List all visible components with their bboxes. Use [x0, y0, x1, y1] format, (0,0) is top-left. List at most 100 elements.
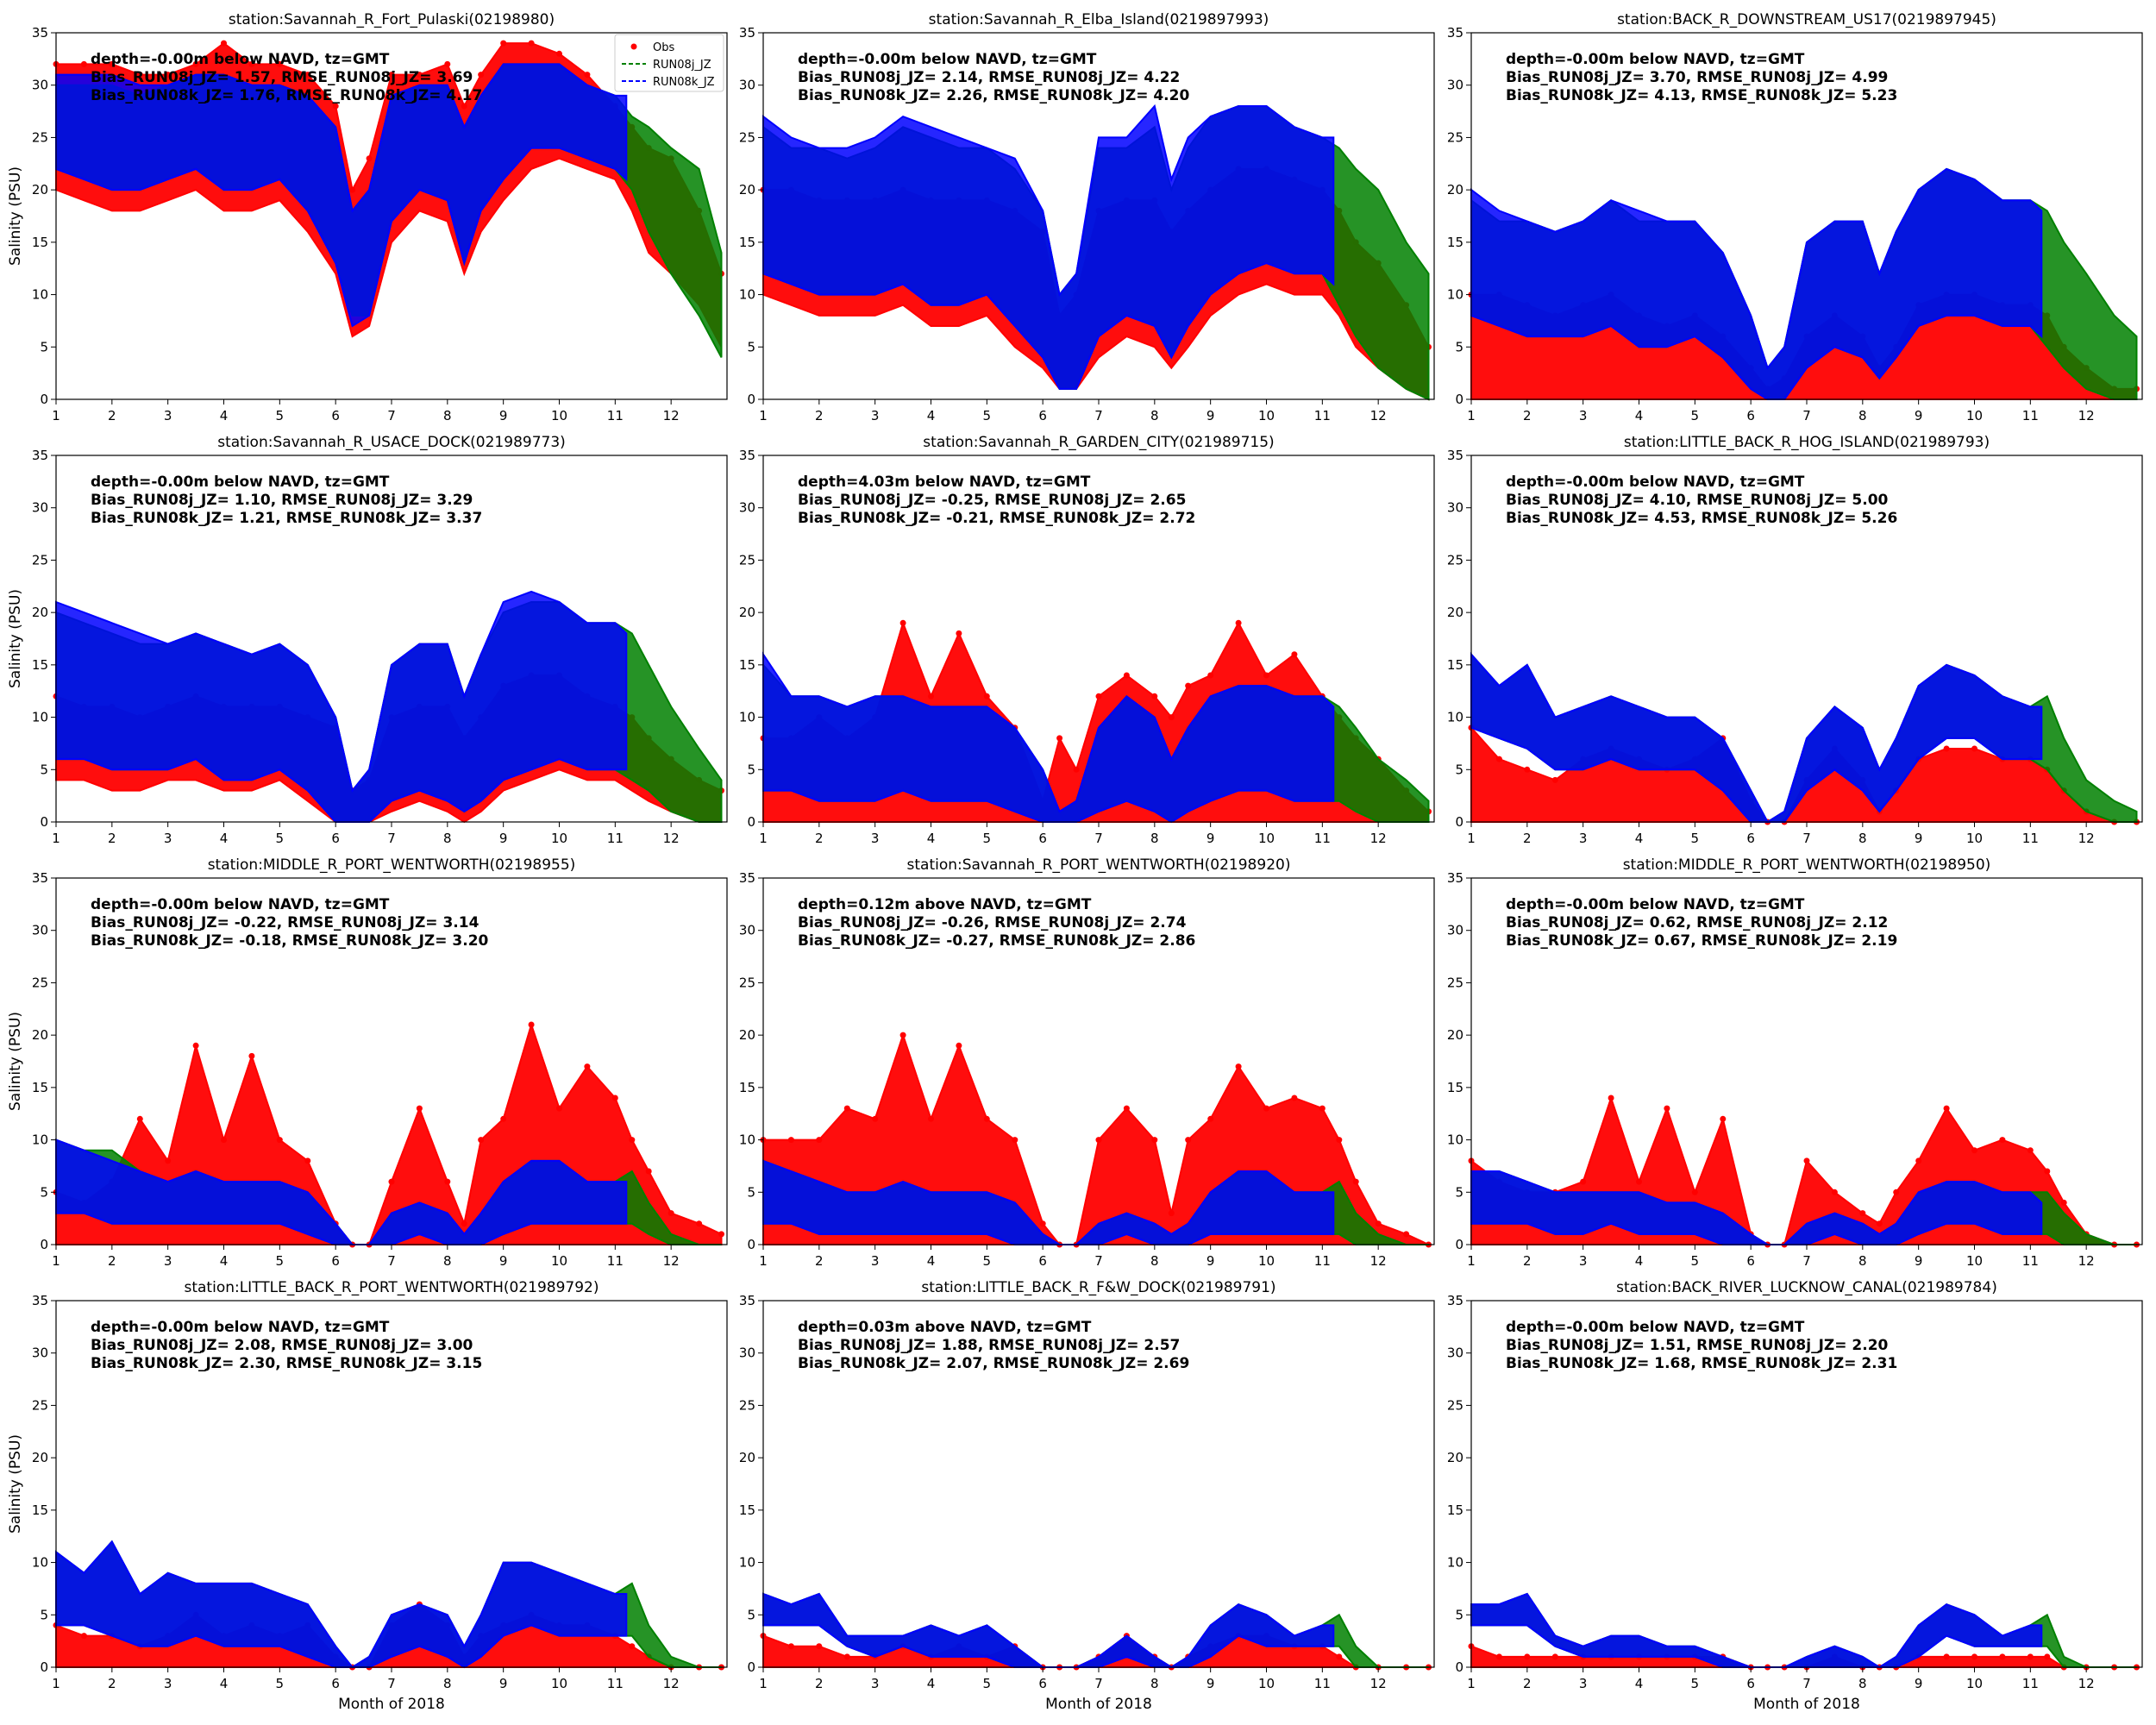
y-tick-label: 0	[40, 392, 48, 407]
obs-point	[1664, 1105, 1670, 1112]
obs-point	[1319, 1105, 1326, 1112]
subplot-6: station:LITTLE_BACK_R_HOG_ISLAND(0219897…	[1447, 434, 2143, 846]
obs-point	[1971, 1147, 1977, 1154]
x-tick-label: 8	[1150, 408, 1159, 423]
y-tick-label: 0	[747, 814, 755, 830]
y-tick-label: 30	[1447, 923, 1463, 938]
y-tick-label: 5	[1455, 339, 1463, 354]
stats-annotation-line: Bias_RUN08k_JZ= -0.27, RMSE_RUN08k_JZ= 2…	[798, 932, 1195, 950]
x-tick-label: 6	[331, 831, 340, 846]
obs-point	[718, 1231, 724, 1238]
obs-point	[1876, 1220, 1883, 1227]
obs-point	[928, 693, 934, 699]
x-tick-label: 1	[52, 831, 60, 846]
x-tick-label: 2	[108, 1253, 116, 1269]
y-tick-label: 35	[739, 448, 755, 463]
y-tick-label: 35	[1447, 1293, 1463, 1308]
stats-annotation-line: depth=-0.00m below NAVD, tz=GMT	[91, 474, 390, 491]
y-tick-label: 5	[747, 1184, 755, 1200]
x-tick-label: 7	[1802, 831, 1811, 846]
y-tick-label: 10	[32, 710, 48, 725]
x-tick-label: 3	[871, 408, 880, 423]
subplot-5: station:Savannah_R_GARDEN_CITY(021989715…	[739, 434, 1435, 846]
obs-point	[1207, 672, 1214, 679]
x-tick-label: 3	[1579, 408, 1588, 423]
y-axis-label: Salinity (PSU)	[7, 589, 24, 688]
obs-point	[928, 1115, 934, 1122]
x-tick-label: 5	[983, 1676, 992, 1691]
obs-point	[843, 1105, 850, 1112]
y-tick-label: 10	[32, 1132, 48, 1148]
obs-point	[1291, 651, 1298, 658]
obs-point	[416, 1105, 423, 1112]
x-tick-label: 9	[1206, 831, 1215, 846]
y-tick-label: 5	[1455, 1607, 1463, 1622]
x-tick-label: 6	[1746, 1253, 1755, 1269]
obs-point	[584, 1063, 591, 1070]
x-tick-label: 8	[1150, 1676, 1159, 1691]
y-tick-label: 0	[40, 1237, 48, 1252]
x-tick-label: 9	[1915, 1253, 1923, 1269]
x-tick-label: 3	[164, 831, 172, 846]
y-tick-label: 15	[32, 235, 48, 250]
obs-point	[221, 40, 227, 47]
x-tick-label: 3	[1579, 1676, 1588, 1691]
obs-point	[388, 72, 395, 78]
x-tick-label: 10	[1966, 1676, 1983, 1691]
obs-point	[444, 60, 451, 67]
series-band-run08k_jz	[762, 1592, 1335, 1669]
x-tick-label: 1	[52, 408, 60, 423]
x-tick-label: 12	[1370, 831, 1387, 846]
legend-entry: RUN08j_JZ	[653, 59, 711, 72]
y-tick-label: 25	[1447, 1397, 1463, 1413]
x-tick-label: 8	[1150, 1253, 1159, 1269]
stats-annotation-line: depth=0.12m above NAVD, tz=GMT	[798, 896, 1092, 913]
subplot-1: station:Savannah_R_Fort_Pulaski(02198980…	[7, 11, 728, 423]
obs-point	[136, 72, 143, 78]
x-tick-label: 3	[1579, 1253, 1588, 1269]
obs-point	[165, 1157, 172, 1164]
obs-point	[1185, 1137, 1192, 1144]
x-tick-label: 6	[331, 1676, 340, 1691]
x-tick-label: 5	[276, 1676, 285, 1691]
y-tick-label: 5	[747, 339, 755, 354]
obs-point	[136, 1115, 143, 1122]
x-tick-label: 1	[759, 408, 768, 423]
obs-point	[1580, 1178, 1587, 1185]
x-tick-label: 8	[1858, 831, 1867, 846]
x-tick-label: 11	[2022, 408, 2039, 423]
series-band-run08k_jz	[1470, 167, 2043, 400]
stats-annotation-line: Bias_RUN08j_JZ= 1.57, RMSE_RUN08j_JZ= 3.…	[91, 69, 473, 86]
stats-annotation-line: Bias_RUN08j_JZ= 0.62, RMSE_RUN08j_JZ= 2.…	[1506, 914, 1888, 932]
obs-point	[556, 1105, 562, 1112]
subplot-10: station:LITTLE_BACK_R_PORT_WENTWORTH(021…	[7, 1279, 728, 1713]
subplot-title: station:Savannah_R_PORT_WENTWORTH(021989…	[907, 856, 1291, 874]
x-tick-label: 7	[387, 408, 396, 423]
x-tick-label: 5	[276, 831, 285, 846]
obs-point	[221, 1137, 227, 1144]
obs-point	[500, 1115, 507, 1122]
x-tick-label: 11	[607, 408, 624, 423]
legend-entry: RUN08k_JZ	[653, 76, 715, 89]
obs-point	[1263, 1105, 1269, 1112]
obs-point	[556, 50, 562, 57]
y-tick-label: 20	[739, 1450, 755, 1465]
x-tick-label: 4	[1635, 831, 1644, 846]
obs-point	[584, 72, 591, 78]
x-tick-label: 8	[1858, 1253, 1867, 1269]
x-tick-label: 2	[1523, 1253, 1532, 1269]
obs-point	[1123, 1105, 1130, 1112]
obs-point	[478, 72, 485, 78]
stats-annotation-line: depth=-0.00m below NAVD, tz=GMT	[1506, 474, 1805, 491]
obs-point	[1073, 766, 1080, 773]
obs-point	[1831, 1189, 1838, 1195]
y-tick-label: 15	[32, 657, 48, 673]
obs-point	[1168, 1210, 1175, 1217]
obs-point	[1095, 1137, 1102, 1144]
y-tick-label: 5	[1455, 762, 1463, 777]
y-tick-label: 10	[739, 1132, 755, 1148]
subplot-title: station:MIDDLE_R_PORT_WENTWORTH(02198950…	[1623, 856, 1991, 874]
obs-point	[816, 1137, 823, 1144]
y-tick-label: 0	[40, 814, 48, 830]
y-tick-label: 35	[1447, 870, 1463, 886]
